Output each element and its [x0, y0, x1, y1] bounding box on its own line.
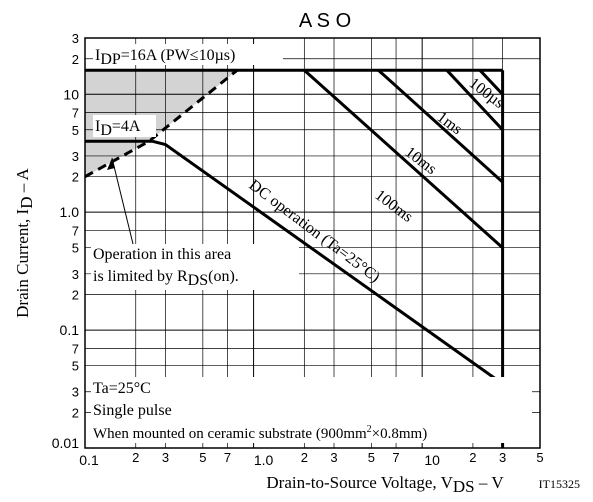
shaded-region-layer: [85, 70, 238, 177]
x-tick-label-minor: 2: [132, 450, 139, 465]
y-tick-label-major: 0.01: [52, 435, 79, 451]
x-tick-label-minor: 7: [392, 450, 399, 465]
rds-note-line2: is limited by RDS(on).: [93, 268, 239, 289]
x-tick-label-minor: 3: [499, 450, 506, 465]
rds-note-line1: Operation in this area: [93, 246, 231, 263]
y-tick-label-minor: 3: [72, 149, 79, 164]
x-tick-label-minor: 5: [536, 450, 543, 465]
id-label: ID=4A: [95, 118, 141, 139]
id-label-bg: [93, 115, 156, 137]
idp-label: IDP=16A (PW≤10µs): [95, 47, 235, 68]
x-tick-label-minor: 3: [162, 450, 169, 465]
cond-pulse: Single pulse: [93, 402, 172, 419]
chart-title: A S O: [299, 10, 351, 32]
rds-pointer-arrowhead: [107, 158, 115, 170]
y-tick-label-minor: 3: [72, 385, 79, 400]
cond-ta: Ta=25°C: [93, 380, 151, 397]
plot-frame: [84, 37, 541, 449]
x-tick-labels: 0.1 1.0 10 2 3 5 7 2 3 5 7 2 3 5: [79, 450, 543, 468]
y-tick-label-minor: 3: [72, 267, 79, 282]
series-line-dc: [151, 139, 504, 386]
idp-label-bg: [93, 44, 283, 65]
x-tick-label-minor: 3: [330, 450, 337, 465]
y-tick-label-minor: 2: [72, 170, 79, 185]
label-100ms: 100ms: [372, 187, 416, 226]
y-tick-label-minor: 7: [72, 341, 79, 356]
x-tick-label-major: 1.0: [254, 452, 274, 468]
y-axis-label: Drain Current, ID – A: [13, 167, 36, 317]
label-100us: 100µs: [466, 75, 508, 112]
y-tick-labels: 0.01 0.1 1.0 10 2 3 5 7 2 3 5 7 2 3 5 7 2 3: [52, 31, 79, 451]
figure-id: IT15325: [539, 477, 580, 491]
x-axis-label: Drain-to-Source Voltage, VDS – V: [266, 473, 504, 496]
x-tick-label-minor: 5: [368, 450, 375, 465]
y-tick-label-major: 0.1: [60, 322, 80, 338]
y-tick-label-minor: 5: [72, 359, 79, 374]
series-line-1ms: [445, 69, 504, 131]
y-tick-label-minor: 2: [72, 406, 79, 421]
y-tick-label-minor: 5: [72, 241, 79, 256]
y-tick-label-minor: 5: [72, 123, 79, 138]
x-tick-label-minor: 2: [469, 450, 476, 465]
y-tick-label-minor: 3: [72, 31, 79, 46]
x-tick-label-minor: 7: [224, 450, 231, 465]
y-tick-label-minor: 2: [72, 52, 79, 67]
series-line-100us: [478, 69, 504, 96]
y-tick-label-minor: 7: [72, 223, 79, 238]
x-tick-label-major: 0.1: [79, 452, 99, 468]
shaded-region-rds_on_area: [85, 70, 238, 177]
series-line-10ms: [377, 69, 504, 184]
label-1ms: 1ms: [434, 109, 466, 139]
rds-note-bg: [91, 244, 299, 290]
x-tick-label-minor: 5: [199, 450, 206, 465]
cond-mount: When mounted on ceramic substrate (900mm…: [93, 424, 427, 442]
y-tick-label-major: 1.0: [60, 204, 80, 220]
rds-pointer-line: [111, 157, 134, 245]
y-tick-label-minor: 2: [72, 288, 79, 303]
x-tick-label-major: 10: [424, 452, 440, 468]
y-tick-label-major: 10: [63, 86, 79, 102]
y-tick-label-minor: 7: [72, 106, 79, 121]
series-line-100ms: [303, 69, 504, 249]
conditions-bg: [91, 377, 532, 443]
x-tick-label-minor: 2: [301, 450, 308, 465]
